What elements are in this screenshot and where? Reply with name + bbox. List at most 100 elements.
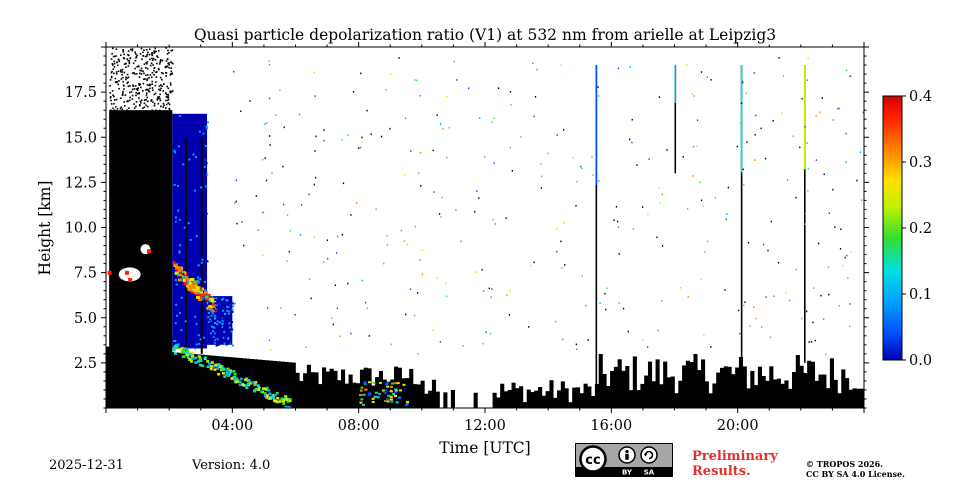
boundary-layer-column <box>181 353 186 408</box>
depol-speckle <box>225 318 228 321</box>
noise-pixel <box>657 329 659 332</box>
noise-pixel <box>842 264 844 267</box>
noise-pixel <box>150 99 153 101</box>
boundary-layer-column <box>591 395 596 408</box>
noise-pixel <box>580 165 582 168</box>
noise-pixel <box>126 58 129 60</box>
boundary-layer-column <box>420 380 425 408</box>
depol-speckle <box>208 321 211 324</box>
noise-pixel <box>165 75 167 77</box>
noise-pixel <box>133 71 135 74</box>
noise-pixel <box>115 81 118 84</box>
low-level-pixel <box>391 382 395 385</box>
aerosol-slope-pixel <box>264 387 268 391</box>
boundary-layer-column <box>492 392 497 408</box>
depol-speckle <box>226 305 229 308</box>
boundary-layer-column <box>701 359 706 408</box>
aerosol-slope-pixel <box>190 360 194 363</box>
depol-speckle <box>215 339 218 342</box>
noise-pixel <box>313 183 315 186</box>
noise-pixel <box>121 68 124 71</box>
aerosol-slope-pixel <box>185 349 189 352</box>
depol-speckle <box>199 316 202 319</box>
noise-pixel <box>123 71 126 74</box>
noise-pixel <box>161 78 163 81</box>
noise-pixel <box>782 75 785 78</box>
noise-pixel <box>714 196 717 199</box>
noise-pixel <box>806 310 808 313</box>
depol-speckle <box>230 304 233 307</box>
low-level-pixel <box>381 389 385 392</box>
noise-pixel <box>168 66 170 69</box>
boundary-layer-column <box>829 358 834 408</box>
aerosol-slope-pixel <box>286 405 290 408</box>
noise-pixel <box>160 84 162 86</box>
noise-pixel <box>146 62 148 65</box>
depol-speckle <box>188 158 191 161</box>
boundary-layer-column <box>428 390 433 408</box>
noise-pixel <box>850 75 852 77</box>
noise-pixel <box>110 58 113 60</box>
noise-pixel <box>122 90 124 93</box>
aerosol-slope-pixel <box>285 398 289 401</box>
noise-pixel <box>509 90 512 93</box>
noise-pixel <box>164 107 167 109</box>
depol-speckle <box>230 330 233 333</box>
depol-speckle <box>215 344 218 347</box>
aerosol-top-pixel <box>203 290 208 294</box>
noise-pixel <box>506 294 508 297</box>
depol-speckle <box>194 347 197 350</box>
depol-speckle <box>186 281 189 284</box>
noise-pixel <box>157 116 160 119</box>
depol-speckle <box>214 298 217 301</box>
depol-speckle <box>228 322 231 325</box>
noise-pixel <box>135 101 138 103</box>
noise-pixel <box>150 62 153 65</box>
noise-pixel <box>286 260 288 262</box>
low-level-pixel <box>402 383 406 386</box>
noise-pixel <box>135 55 138 58</box>
aerosol-slope-pixel <box>260 390 264 393</box>
noise-pixel <box>323 139 325 142</box>
low-level-pixel <box>363 382 367 385</box>
low-level-pixel <box>398 389 402 392</box>
aerosol-slope-pixel <box>207 362 211 365</box>
low-level-pixel <box>360 386 364 389</box>
depol-speckle <box>227 323 230 326</box>
boundary-layer-column <box>704 381 709 408</box>
preliminary-notice: Preliminary Results. <box>692 449 778 479</box>
aerosol-top-pixel <box>182 278 187 282</box>
depol-speckle <box>179 241 182 244</box>
noise-pixel <box>773 295 775 298</box>
colorbar-tick-label: 0.4 <box>909 89 932 105</box>
low-level-pixel <box>398 397 402 400</box>
aerosol-slope-pixel <box>234 380 238 384</box>
noise-pixel <box>135 57 137 59</box>
depol-speckle <box>177 145 180 148</box>
aerosol-slope-pixel <box>232 377 236 380</box>
aerosol-top-pixel <box>172 261 177 265</box>
noise-pixel <box>148 90 151 93</box>
low-level-pixel <box>372 381 376 384</box>
low-level-pixel <box>394 381 398 384</box>
depol-speckle <box>199 278 202 281</box>
noise-pixel <box>138 97 140 99</box>
boundary-layer-column <box>568 402 573 408</box>
depol-speckle <box>197 334 200 337</box>
boundary-layer-column <box>598 354 603 408</box>
noise-pixel <box>419 258 421 261</box>
low-level-pixel <box>394 388 398 391</box>
noise-pixel <box>136 65 138 68</box>
noise-pixel <box>536 68 538 71</box>
noise-pixel <box>109 79 112 81</box>
depol-speckle <box>232 305 235 308</box>
noise-pixel <box>433 191 435 193</box>
noise-pixel <box>167 93 170 96</box>
license-badge: cc BY SA <box>575 443 673 477</box>
depol-speckle <box>227 337 230 340</box>
depol-speckle <box>219 325 222 328</box>
noise-pixel <box>562 128 565 131</box>
depol-speckle <box>230 302 233 305</box>
noise-pixel <box>313 71 315 74</box>
noise-pixel <box>168 62 170 64</box>
